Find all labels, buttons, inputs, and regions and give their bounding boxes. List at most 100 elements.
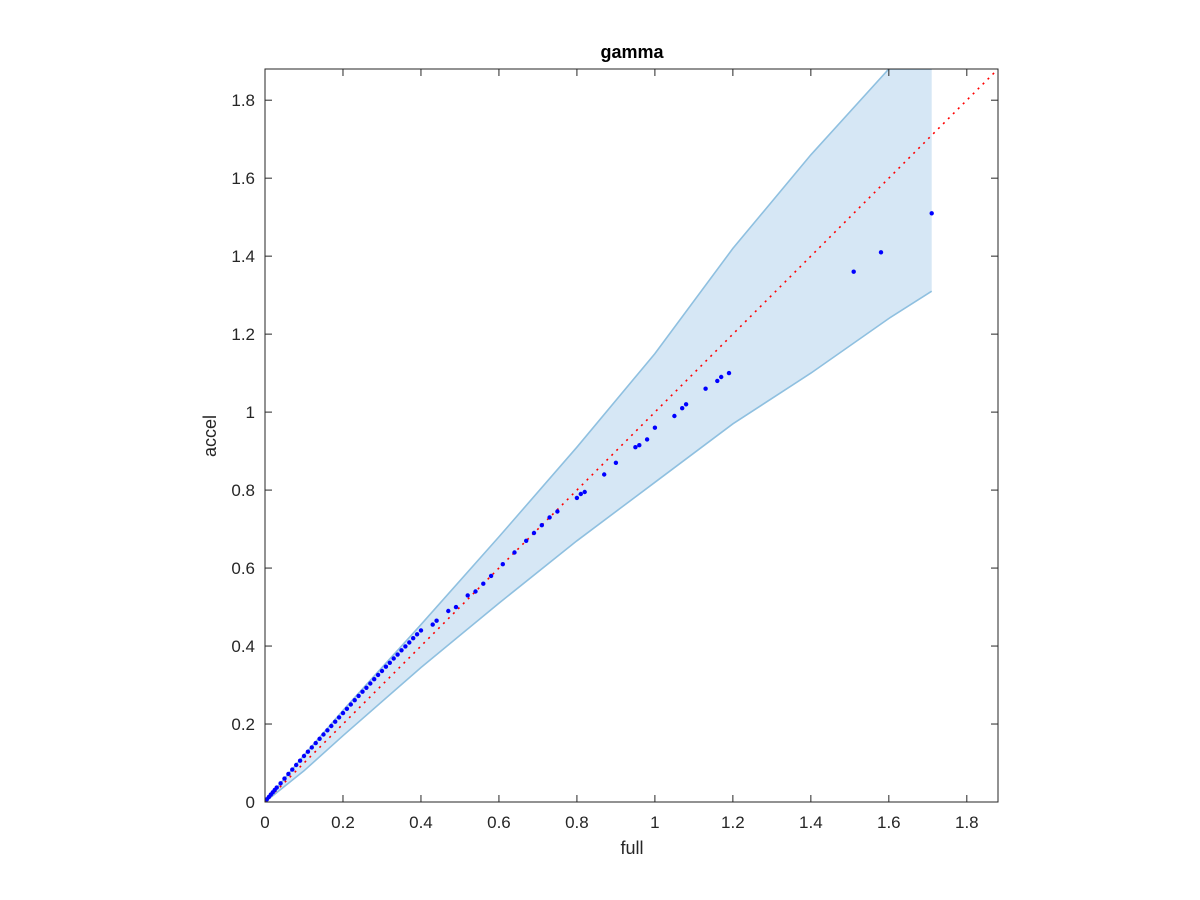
x-tick-label: 0.6 xyxy=(487,813,511,832)
data-point xyxy=(399,648,404,653)
data-point xyxy=(652,425,658,430)
data-point xyxy=(547,515,552,520)
data-point xyxy=(290,767,295,772)
data-point xyxy=(297,758,303,763)
x-tick-label: 0.2 xyxy=(331,813,355,832)
data-point xyxy=(574,495,580,501)
data-point xyxy=(878,250,884,255)
x-tick-label: 0.4 xyxy=(409,813,433,832)
data-point xyxy=(344,706,350,711)
data-point xyxy=(578,491,583,497)
data-point xyxy=(434,618,439,623)
data-point xyxy=(333,719,338,724)
data-point xyxy=(481,581,486,586)
plot-area xyxy=(265,69,998,802)
data-point xyxy=(372,677,377,682)
data-point xyxy=(329,723,334,729)
data-point xyxy=(644,437,650,442)
data-point xyxy=(348,702,353,707)
data-point xyxy=(602,472,607,477)
x-tick-label: 0 xyxy=(260,813,269,832)
data-point xyxy=(446,608,451,614)
data-point xyxy=(851,269,856,274)
data-point xyxy=(633,445,638,450)
data-point xyxy=(465,593,470,598)
y-tick-label: 0.8 xyxy=(231,481,255,500)
data-point xyxy=(274,785,279,790)
y-tick-label: 1.2 xyxy=(231,325,255,344)
data-point xyxy=(356,693,361,699)
data-point xyxy=(379,668,385,674)
data-point xyxy=(391,656,396,661)
y-tick-label: 1.6 xyxy=(231,169,255,188)
data-point xyxy=(383,664,389,669)
x-tick-label: 1 xyxy=(650,813,659,832)
data-point xyxy=(387,660,392,665)
data-point xyxy=(375,672,381,678)
data-point xyxy=(305,749,311,754)
data-point xyxy=(407,640,412,645)
data-point xyxy=(309,745,314,750)
data-point xyxy=(352,698,357,703)
data-point xyxy=(929,211,934,216)
data-point xyxy=(364,685,369,690)
data-point xyxy=(726,370,732,376)
data-point xyxy=(313,740,318,746)
data-point xyxy=(395,652,400,657)
confidence-band xyxy=(265,69,932,802)
x-axis-label: full xyxy=(620,838,643,858)
data-point xyxy=(680,406,685,411)
data-point xyxy=(613,460,619,465)
data-point xyxy=(360,689,365,694)
y-tick-label: 1.8 xyxy=(231,91,255,110)
data-point xyxy=(411,636,416,641)
data-point xyxy=(672,413,677,419)
x-tick-label: 1.6 xyxy=(877,813,901,832)
data-point xyxy=(512,550,517,555)
data-point xyxy=(278,781,283,786)
x-tick-label: 1.4 xyxy=(799,813,823,832)
data-point xyxy=(317,736,322,741)
data-point xyxy=(414,632,420,637)
reference-line xyxy=(265,69,998,802)
data-point xyxy=(683,402,689,407)
x-tick-label: 1.8 xyxy=(955,813,979,832)
axes-box xyxy=(264,68,999,803)
band-lower-edge xyxy=(265,290,933,802)
axes: 0 0.2 0.4 0.6 0.8 1 1.2 1.4 1.6 1.8 0 0.2 0.4 0.6 0.8 1… xyxy=(231,68,999,832)
y-tick-label: 1 xyxy=(246,403,255,422)
data-point xyxy=(282,776,287,781)
data-point xyxy=(582,489,587,495)
data-point xyxy=(368,681,373,686)
data-point xyxy=(531,530,537,536)
y-tick-label: 0.6 xyxy=(231,559,255,578)
chart-title: gamma xyxy=(600,42,664,62)
data-point xyxy=(719,374,724,380)
data-point xyxy=(473,589,478,594)
data-point xyxy=(703,386,708,391)
data-point xyxy=(637,443,642,448)
y-tick-label: 0 xyxy=(246,793,255,812)
data-point xyxy=(539,523,544,528)
plot-content xyxy=(265,69,998,802)
y-tick-label: 1.4 xyxy=(231,247,255,266)
data-point xyxy=(340,710,346,716)
x-tick-label: 1.2 xyxy=(721,813,745,832)
data-point xyxy=(715,378,720,384)
data-point xyxy=(488,573,494,579)
data-point xyxy=(336,715,342,720)
data-point xyxy=(430,622,435,627)
data-point xyxy=(321,732,326,737)
data-point xyxy=(453,604,459,610)
y-axis-label: accel xyxy=(200,415,220,457)
data-point xyxy=(524,538,529,543)
data-point xyxy=(325,728,330,733)
y-tick-label: 0.2 xyxy=(231,715,255,734)
data-point xyxy=(500,562,505,567)
data-point xyxy=(301,753,307,759)
data-point xyxy=(555,509,560,514)
y-tick-label: 0.4 xyxy=(231,637,255,656)
data-point xyxy=(403,644,408,649)
data-point xyxy=(294,762,299,768)
